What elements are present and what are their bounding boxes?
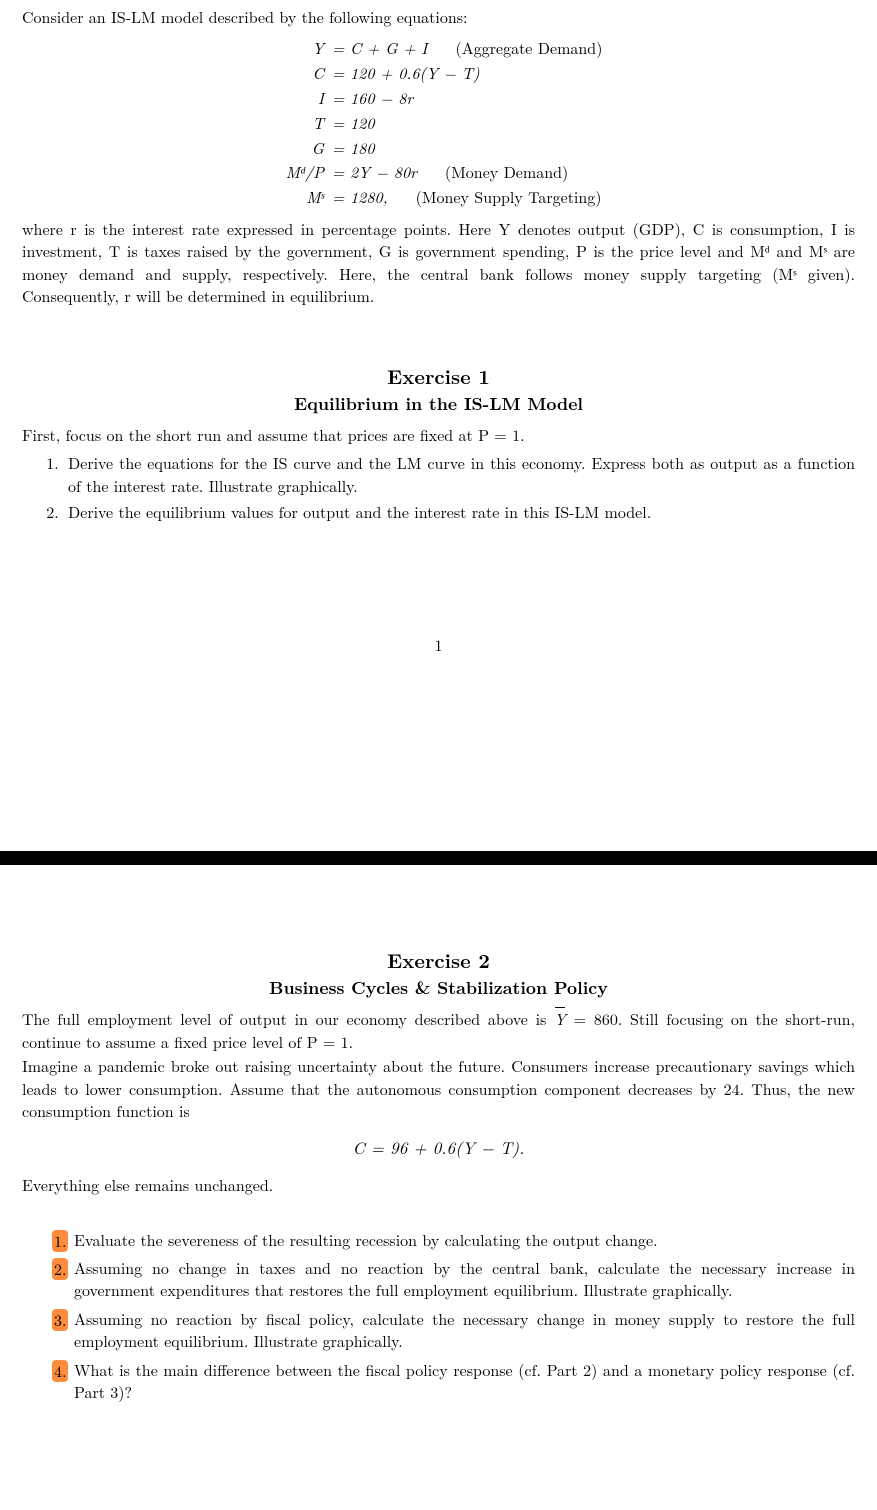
exercise-2-q2: 2.Assuming no change in taxes and no rea… <box>52 1257 855 1302</box>
highlight-marker-1: 1. <box>52 1230 68 1252</box>
exercise-2-equation: C = 96 + 0.6(Y − T). <box>22 1136 855 1160</box>
exercise-1-q1: Derive the equations for the IS curve an… <box>64 452 855 497</box>
eq-money-demand: Mᵈ/P = 2Y − 80r(Money Demand) <box>22 160 855 185</box>
eq-consumption: C = 120 + 0.6(Y − T) <box>22 61 855 86</box>
page-number: 1 <box>22 634 855 656</box>
equations-block: Y = C + G + I(Aggregate Demand) C = 120 … <box>22 36 855 210</box>
ybar-symbol: Y <box>554 1008 566 1030</box>
exercise-2-q4: 4.What is the main difference between th… <box>52 1359 855 1404</box>
eq-investment: I = 160 − 8r <box>22 86 855 111</box>
exercise-2-title: Exercise 2 <box>22 946 855 974</box>
exercise-1-q2: Derive the equilibrium values for output… <box>64 501 855 523</box>
highlight-marker-3: 3. <box>52 1309 68 1331</box>
exercise-2-questions: 1.Evaluate the severeness of the resulti… <box>52 1229 855 1404</box>
eq-taxes: T = 120 <box>22 111 855 136</box>
exercise-2-q1: 1.Evaluate the severeness of the resulti… <box>52 1229 855 1251</box>
page-2: Exercise 2 Business Cycles & Stabilizati… <box>0 940 877 1449</box>
eq-money-supply: Mˢ = 1280,(Money Supply Targeting) <box>22 185 855 210</box>
page-gap-top <box>0 696 877 851</box>
exercise-1-lead: First, focus on the short run and assume… <box>22 424 855 446</box>
page-1: Consider an IS-LM model described by the… <box>0 0 877 696</box>
exercise-2-para2: Imagine a pandemic broke out raising unc… <box>22 1055 855 1122</box>
highlight-marker-2: 2. <box>52 1258 68 1280</box>
exercise-2-para1: The full employment level of output in o… <box>22 1008 855 1053</box>
exercise-2-q3: 3.Assuming no reaction by fiscal policy,… <box>52 1308 855 1353</box>
exercise-1-title: Exercise 1 <box>22 362 855 390</box>
exercise-2-para3: Everything else remains unchanged. <box>22 1174 855 1196</box>
highlight-marker-4: 4. <box>52 1360 68 1382</box>
exercise-2-subtitle: Business Cycles & Stabilization Policy <box>22 976 855 1001</box>
model-intro: Consider an IS-LM model described by the… <box>22 6 855 28</box>
eq-gov-spending: G = 180 <box>22 136 855 161</box>
eq-aggregate-demand: Y = C + G + I(Aggregate Demand) <box>22 36 855 61</box>
variable-description: where r is the interest rate expressed i… <box>22 218 855 308</box>
exercise-1-questions: Derive the equations for the IS curve an… <box>64 452 855 523</box>
exercise-1-subtitle: Equilibrium in the IS-LM Model <box>22 392 855 417</box>
page-gap-bottom <box>0 865 877 940</box>
page-separator <box>0 851 877 865</box>
